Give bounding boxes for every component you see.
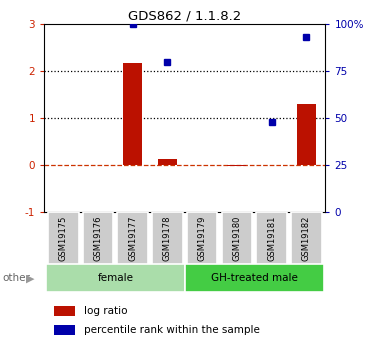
Bar (222, 212, 252, 264)
Text: GSM19177: GSM19177 (128, 215, 137, 261)
Text: female: female (97, 273, 134, 283)
Text: GSM19175: GSM19175 (59, 215, 68, 261)
Text: GSM19181: GSM19181 (267, 215, 276, 261)
Text: percentile rank within the sample: percentile rank within the sample (84, 325, 260, 335)
Bar (54, 306, 75, 316)
Text: GSM19182: GSM19182 (302, 215, 311, 261)
Title: GDS862 / 1.1.8.2: GDS862 / 1.1.8.2 (128, 10, 241, 23)
Bar (158, 159, 177, 165)
Bar (46, 264, 185, 292)
Bar (227, 165, 246, 166)
Bar (185, 264, 323, 292)
Bar (297, 104, 316, 165)
Bar (256, 212, 287, 264)
Bar (291, 212, 321, 264)
Bar (54, 325, 75, 335)
Bar (123, 63, 142, 165)
Bar (152, 212, 183, 264)
Text: GSM19176: GSM19176 (94, 215, 102, 261)
Text: GSM19180: GSM19180 (232, 215, 241, 261)
Bar (48, 212, 79, 264)
Text: GH-treated male: GH-treated male (211, 273, 298, 283)
Text: log ratio: log ratio (84, 306, 128, 316)
Text: GSM19178: GSM19178 (163, 215, 172, 261)
Text: GSM19179: GSM19179 (198, 215, 207, 261)
Bar (83, 212, 113, 264)
Text: ▶: ▶ (26, 274, 35, 283)
Bar (117, 212, 148, 264)
Bar (187, 212, 218, 264)
Text: other: other (2, 274, 30, 283)
